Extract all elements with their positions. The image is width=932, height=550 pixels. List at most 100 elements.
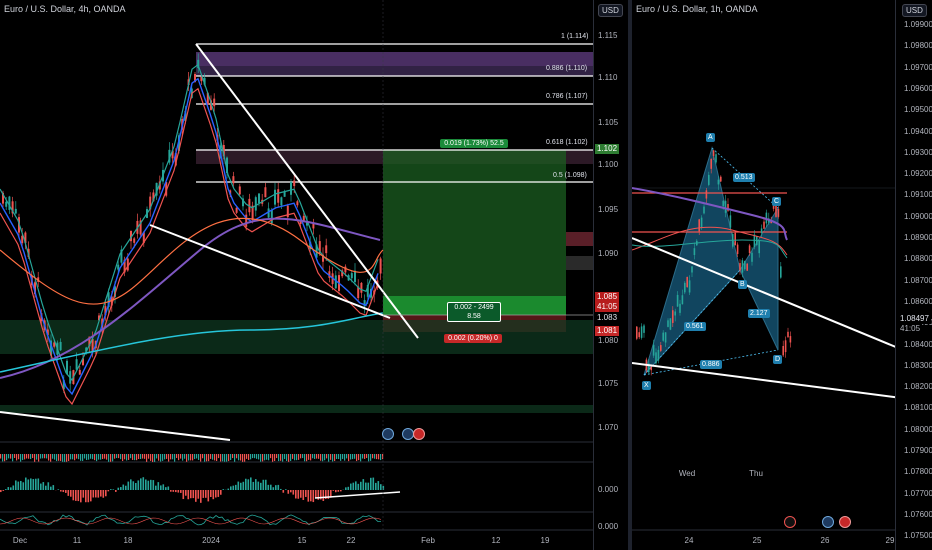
histogram-bar <box>255 479 257 490</box>
candle <box>152 192 155 202</box>
volume-bar <box>112 454 114 462</box>
volume-bar <box>282 454 284 462</box>
volume-bar <box>92 454 94 460</box>
volume-bar <box>86 454 88 461</box>
left-chart-canvas[interactable] <box>0 0 628 550</box>
histogram-bar <box>115 490 117 492</box>
histogram-bar <box>260 482 262 490</box>
candle <box>657 349 660 361</box>
candle <box>50 340 52 356</box>
flag-icon[interactable] <box>839 516 851 528</box>
histogram-bar <box>5 489 7 490</box>
price-axis-tick: 1.08200 <box>904 382 932 392</box>
candle <box>676 294 679 307</box>
histogram-bar <box>302 490 305 500</box>
volume-bar <box>138 454 140 459</box>
time-axis-tick: Dec <box>12 536 28 545</box>
volume-bar <box>6 454 8 461</box>
volume-bar <box>256 454 258 459</box>
volume-bar <box>184 454 186 459</box>
fib-zone <box>196 66 594 76</box>
volume-bar <box>128 454 130 460</box>
candle <box>2 192 4 204</box>
candle <box>315 244 318 258</box>
volume-bar <box>376 454 378 460</box>
volume-bar <box>110 454 112 462</box>
volume-bar <box>216 454 218 462</box>
volume-bar <box>306 454 308 462</box>
histogram-bar <box>20 480 22 490</box>
volume-bar <box>214 454 216 461</box>
event-icon[interactable] <box>382 428 394 440</box>
price-axis-tick: 1.110 <box>598 73 618 82</box>
volume-bar <box>146 454 148 462</box>
histogram-bar <box>280 488 282 490</box>
histogram-bar <box>127 481 130 490</box>
right-price-axis[interactable]: USD <box>895 0 932 550</box>
candle <box>763 221 765 229</box>
right-currency-button[interactable]: USD <box>902 4 927 17</box>
volume-bar <box>338 454 340 460</box>
right-chart-pane[interactable]: Euro / U.S. Dollar, 1h, OANDA USD 1.0990… <box>632 0 932 550</box>
volume-bar <box>280 454 282 461</box>
moving-average <box>0 63 379 382</box>
right-chart-canvas[interactable] <box>632 0 932 550</box>
histogram-bar <box>100 490 102 497</box>
histogram-bar <box>195 490 197 502</box>
volume-bar <box>300 454 302 459</box>
position-entry-label[interactable]: 0.002 - 2499 8.58 <box>447 302 501 322</box>
event-icon[interactable] <box>822 516 834 528</box>
flag-icon[interactable] <box>413 428 425 440</box>
volume-bar <box>74 454 76 461</box>
moving-average <box>632 226 788 256</box>
histogram-bar <box>80 490 82 503</box>
price-axis-tick: 1.09900 <box>904 20 932 29</box>
volume-bar <box>106 454 108 460</box>
histogram-bar <box>67 490 70 496</box>
histogram-bar <box>140 478 142 490</box>
candle <box>142 232 145 244</box>
left-price-axis[interactable]: USD <box>593 0 628 550</box>
histogram-bar <box>27 479 30 490</box>
candle <box>14 208 17 214</box>
volume-bar <box>348 454 350 462</box>
candle <box>686 276 688 288</box>
volume-bar <box>34 454 36 462</box>
candle <box>640 326 643 338</box>
candle <box>744 261 746 270</box>
candle <box>693 248 696 256</box>
histogram-bar <box>95 490 97 498</box>
candle <box>296 201 299 206</box>
candle <box>729 215 732 228</box>
left-currency-button[interactable]: USD <box>598 4 623 17</box>
lightning-icon[interactable] <box>784 516 796 528</box>
candle <box>91 338 94 352</box>
left-chart-pane[interactable]: Euro / U.S. Dollar, 4h, OANDA USD 1.115 1… <box>0 0 628 550</box>
volume-bar <box>84 454 86 459</box>
histogram-bar <box>77 490 80 502</box>
histogram-bar <box>172 490 175 492</box>
candle <box>5 201 8 207</box>
volume-bar <box>370 454 372 461</box>
volume-bar <box>104 454 106 459</box>
candle <box>636 326 638 339</box>
histogram-bar <box>362 479 365 490</box>
candle <box>758 240 760 254</box>
volume-bar <box>108 454 110 462</box>
histogram-bar <box>130 479 132 490</box>
day-label: Thu <box>749 469 763 478</box>
price-axis-tick: 1.070 <box>598 423 619 432</box>
histogram-bar <box>227 488 230 490</box>
volume-bar <box>166 454 168 459</box>
volume-bar <box>124 454 126 460</box>
volume-bar <box>266 454 268 460</box>
histogram-bar <box>47 482 50 490</box>
pane-divider[interactable] <box>628 0 632 550</box>
volume-bar <box>198 454 200 460</box>
price-axis-tick: 1.08800 <box>904 254 932 264</box>
histogram-bar <box>165 487 167 490</box>
volume-bar <box>230 454 232 461</box>
histogram-bar <box>180 490 182 493</box>
histogram-bar <box>240 482 242 490</box>
candle <box>688 280 691 293</box>
